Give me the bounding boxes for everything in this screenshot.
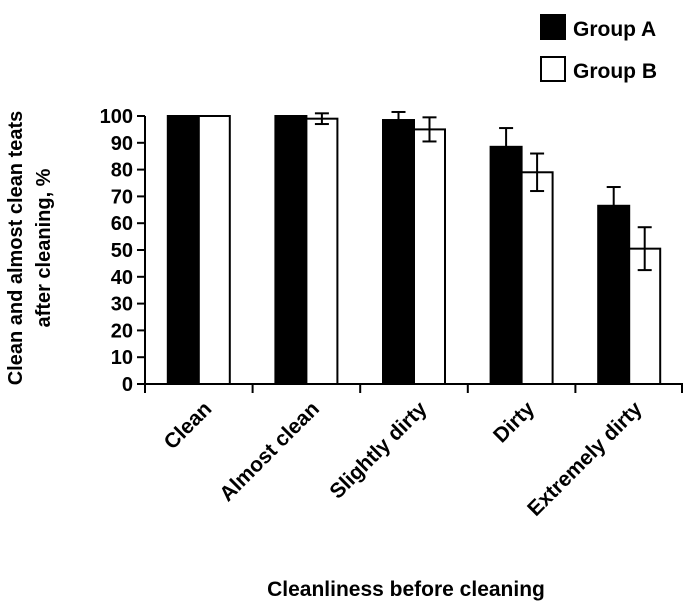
y-tick-label: 10 (111, 347, 133, 369)
x-tick-label: Dirty (489, 397, 539, 447)
bar-group-a (274, 115, 308, 385)
y-tick-label: 0 (122, 374, 133, 396)
y-tick-label: 30 (111, 294, 133, 316)
y-tick-label: 80 (111, 160, 133, 182)
x-axis-label: Cleanliness before cleaning (267, 578, 545, 601)
x-tick-label: Clean (160, 397, 217, 454)
y-tick-label: 60 (111, 213, 133, 235)
bar-group-b (197, 115, 231, 385)
y-tick-label: 70 (111, 186, 133, 208)
legend: Group A Group B (540, 14, 657, 83)
bar-group-b (413, 128, 446, 385)
bars (166, 115, 662, 386)
y-tick-label: 90 (111, 133, 133, 155)
bar-group-a (489, 145, 523, 385)
bar-group-b (305, 117, 339, 386)
bar-group-a (597, 204, 631, 385)
legend-swatch (540, 14, 566, 40)
y-tick-label: 20 (111, 320, 133, 342)
x-tick-label: Almost clean (215, 397, 324, 506)
bar-group-a (382, 119, 415, 386)
bar-group-b (628, 247, 662, 385)
bar-group-b (520, 171, 554, 385)
bar-group-a (166, 115, 200, 385)
y-axis-label-line: Clean and almost clean teats (5, 111, 27, 386)
y-tick-label: 50 (111, 240, 133, 262)
error-bars (314, 110, 652, 272)
y-tick-label: 100 (100, 106, 133, 128)
y-tick-label: 40 (111, 267, 133, 289)
y-axis-label: Clean and almost clean teats after cleani… (5, 111, 55, 386)
x-tick-label: Slightly dirty (325, 397, 431, 503)
y-axis-label-line: after cleaning, % (33, 168, 55, 327)
legend-label: Group A (573, 18, 656, 41)
legend-swatch (540, 56, 566, 82)
y-axis: 0 10 20 30 40 50 60 70 80 90 100 (100, 106, 146, 396)
legend-label: Group B (573, 60, 657, 83)
x-tick-label: Extremely dirty (523, 397, 647, 521)
